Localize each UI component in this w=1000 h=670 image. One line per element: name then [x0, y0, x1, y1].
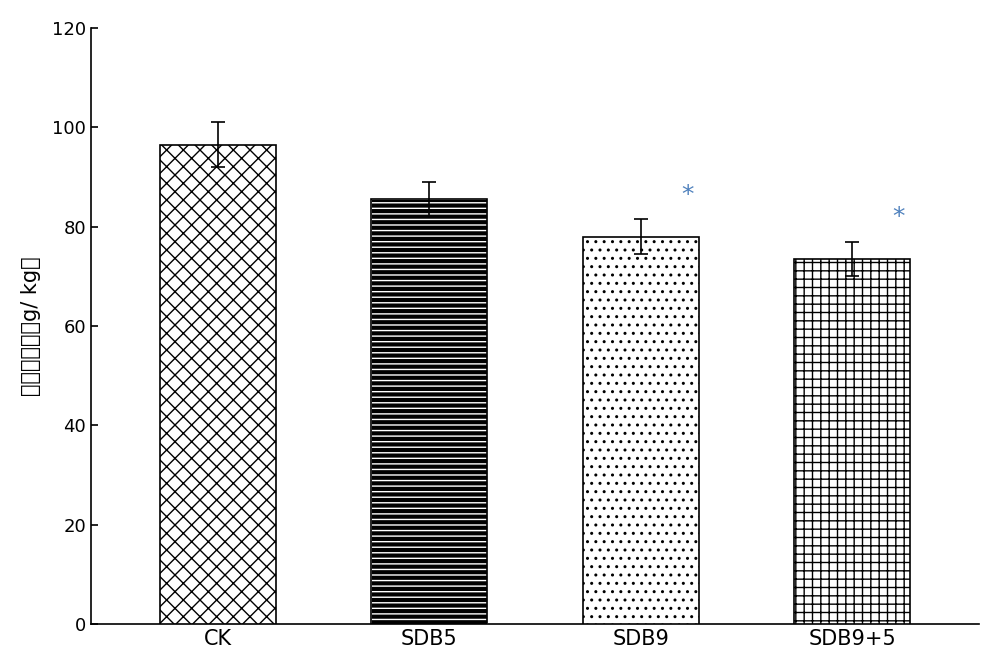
Bar	[794, 259, 910, 624]
Text: *: *	[681, 183, 694, 207]
Bar	[583, 237, 699, 624]
Y-axis label: 硬酸盐含量（g/ kg）: 硬酸盐含量（g/ kg）	[21, 256, 41, 396]
Bar	[371, 199, 487, 624]
Text: *: *	[893, 205, 905, 229]
Bar	[160, 145, 276, 624]
Bar	[371, 199, 487, 624]
